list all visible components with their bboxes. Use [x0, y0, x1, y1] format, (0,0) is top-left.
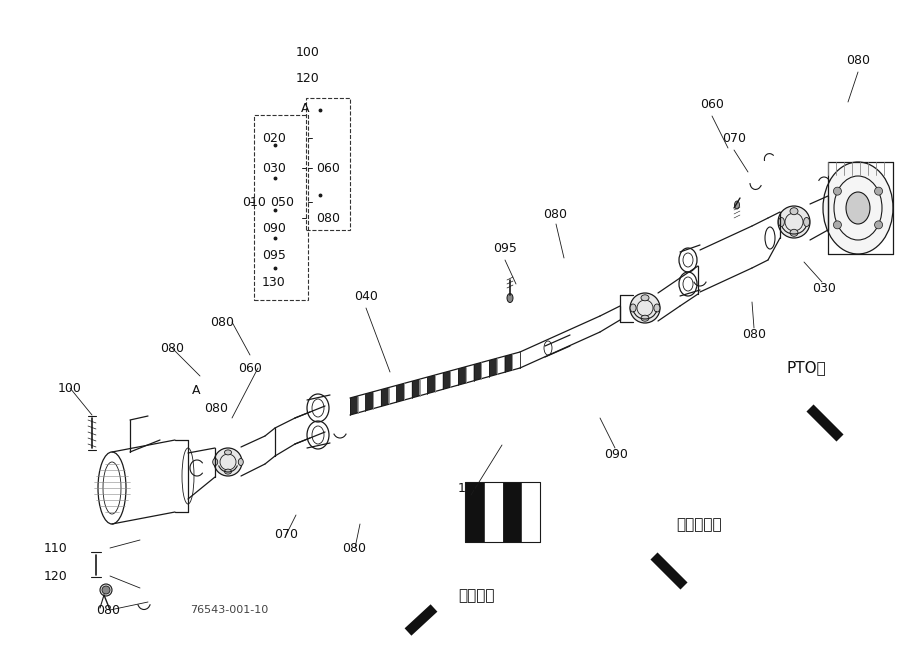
Ellipse shape [823, 162, 893, 254]
Ellipse shape [224, 450, 232, 455]
Circle shape [102, 586, 110, 594]
Bar [306, 98, 350, 230]
Text: 060: 060 [316, 162, 340, 174]
Text: 76543-001-10: 76543-001-10 [190, 605, 268, 615]
Circle shape [834, 187, 842, 195]
Text: 060: 060 [700, 98, 724, 110]
Polygon shape [427, 375, 435, 393]
Text: 100: 100 [58, 381, 82, 395]
Ellipse shape [654, 304, 660, 312]
Ellipse shape [641, 295, 649, 301]
Text: 090: 090 [262, 222, 286, 234]
Text: 080: 080 [210, 315, 234, 329]
Polygon shape [807, 404, 844, 442]
Polygon shape [380, 387, 389, 406]
Polygon shape [366, 391, 373, 411]
Polygon shape [473, 363, 482, 381]
Bar [503, 482, 521, 542]
Text: 130: 130 [458, 482, 482, 494]
Text: 070: 070 [722, 132, 746, 144]
Text: 080: 080 [742, 327, 766, 341]
Circle shape [875, 187, 882, 195]
Polygon shape [404, 605, 437, 636]
Text: 030: 030 [262, 162, 286, 174]
Ellipse shape [100, 584, 112, 596]
Text: 080: 080 [342, 542, 366, 554]
Ellipse shape [212, 458, 218, 466]
Polygon shape [489, 358, 497, 377]
Text: 100: 100 [296, 45, 320, 59]
Text: 050: 050 [270, 196, 294, 208]
Text: 080: 080 [96, 603, 120, 617]
Text: PTO側: PTO側 [786, 361, 826, 375]
Polygon shape [412, 379, 420, 398]
Text: 130: 130 [262, 275, 286, 289]
Text: 095: 095 [493, 242, 516, 255]
Circle shape [834, 221, 842, 229]
Bar [254, 115, 308, 300]
Circle shape [214, 448, 242, 476]
Text: 080: 080 [160, 341, 184, 355]
Ellipse shape [790, 229, 798, 236]
Text: モーア側: モーア側 [458, 589, 494, 603]
Text: フロント側: フロント側 [676, 518, 721, 532]
Text: 080: 080 [204, 401, 228, 415]
Text: 010: 010 [242, 196, 266, 208]
Ellipse shape [238, 458, 244, 466]
Ellipse shape [641, 315, 649, 321]
Polygon shape [651, 552, 687, 590]
Text: 080: 080 [543, 208, 567, 220]
Text: 110: 110 [44, 542, 68, 554]
Polygon shape [505, 354, 512, 372]
Ellipse shape [778, 218, 785, 226]
Ellipse shape [790, 208, 798, 214]
Bar [521, 482, 540, 542]
Text: 080: 080 [846, 53, 870, 67]
Bar [465, 482, 540, 542]
Text: 060: 060 [238, 361, 262, 375]
Text: 080: 080 [316, 212, 340, 224]
Text: A: A [192, 383, 200, 397]
Polygon shape [459, 367, 466, 385]
Text: 030: 030 [812, 281, 836, 295]
Ellipse shape [630, 304, 636, 312]
Polygon shape [396, 383, 404, 402]
Text: 095: 095 [262, 248, 286, 261]
Ellipse shape [734, 201, 740, 209]
Circle shape [875, 221, 882, 229]
Text: 120: 120 [44, 570, 68, 582]
Ellipse shape [803, 218, 810, 226]
Circle shape [630, 293, 660, 323]
Text: 020: 020 [262, 132, 286, 144]
Text: 120: 120 [296, 71, 320, 84]
Bar [483, 482, 503, 542]
Text: 070: 070 [274, 528, 298, 542]
Text: 040: 040 [354, 289, 378, 303]
Bar [465, 482, 483, 542]
Polygon shape [350, 396, 357, 415]
Ellipse shape [846, 192, 870, 224]
Circle shape [778, 206, 810, 238]
Text: 090: 090 [604, 448, 628, 460]
Ellipse shape [507, 293, 513, 303]
Ellipse shape [224, 469, 232, 474]
Polygon shape [443, 371, 450, 389]
Text: A: A [301, 102, 310, 114]
